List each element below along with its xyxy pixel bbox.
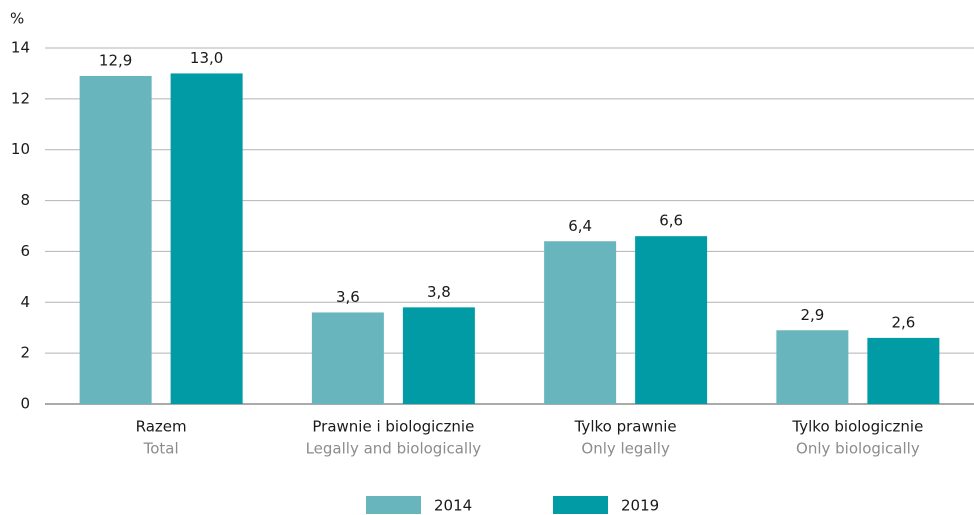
data-label: 2,6 xyxy=(891,313,915,331)
bar xyxy=(79,75,152,404)
legend-label: 2014 xyxy=(434,497,472,515)
data-label: 6,6 xyxy=(659,212,683,230)
bar xyxy=(311,312,384,404)
data-label: 6,4 xyxy=(568,217,592,235)
data-label: 2,9 xyxy=(800,306,824,324)
x-tick-label: Razem xyxy=(136,418,187,436)
data-label: 3,8 xyxy=(427,283,451,301)
x-tick-sublabel: Only legally xyxy=(581,440,670,458)
bar xyxy=(776,330,849,404)
bar xyxy=(402,307,475,404)
y-axis-label: % xyxy=(10,10,24,28)
x-tick-sublabel: Only biologically xyxy=(796,440,920,458)
y-tick-label: 4 xyxy=(20,293,30,311)
x-tick-label: Prawnie i biologicznie xyxy=(312,418,474,436)
y-tick-label: 0 xyxy=(20,395,30,413)
bar xyxy=(635,236,708,404)
legend-label: 2019 xyxy=(621,497,659,515)
legend-swatch xyxy=(366,496,421,514)
data-label: 3,6 xyxy=(336,288,360,306)
y-tick-label: 14 xyxy=(11,39,30,57)
data-label: 12,9 xyxy=(99,51,132,69)
x-tick-label: Tylko prawnie xyxy=(574,418,677,436)
y-tick-label: 10 xyxy=(11,140,30,158)
x-tick-sublabel: Legally and biologically xyxy=(306,440,482,458)
y-tick-label: 12 xyxy=(11,89,30,107)
y-tick-label: 6 xyxy=(20,242,30,260)
y-tick-label: 2 xyxy=(20,344,30,362)
y-tick-label: 8 xyxy=(20,191,30,209)
bar xyxy=(867,337,940,404)
legend-swatch xyxy=(553,496,608,514)
bar xyxy=(544,241,617,404)
data-label: 13,0 xyxy=(190,49,223,67)
bar xyxy=(170,73,243,404)
x-tick-label: Tylko biologicznie xyxy=(791,418,923,436)
x-tick-sublabel: Total xyxy=(143,440,179,458)
